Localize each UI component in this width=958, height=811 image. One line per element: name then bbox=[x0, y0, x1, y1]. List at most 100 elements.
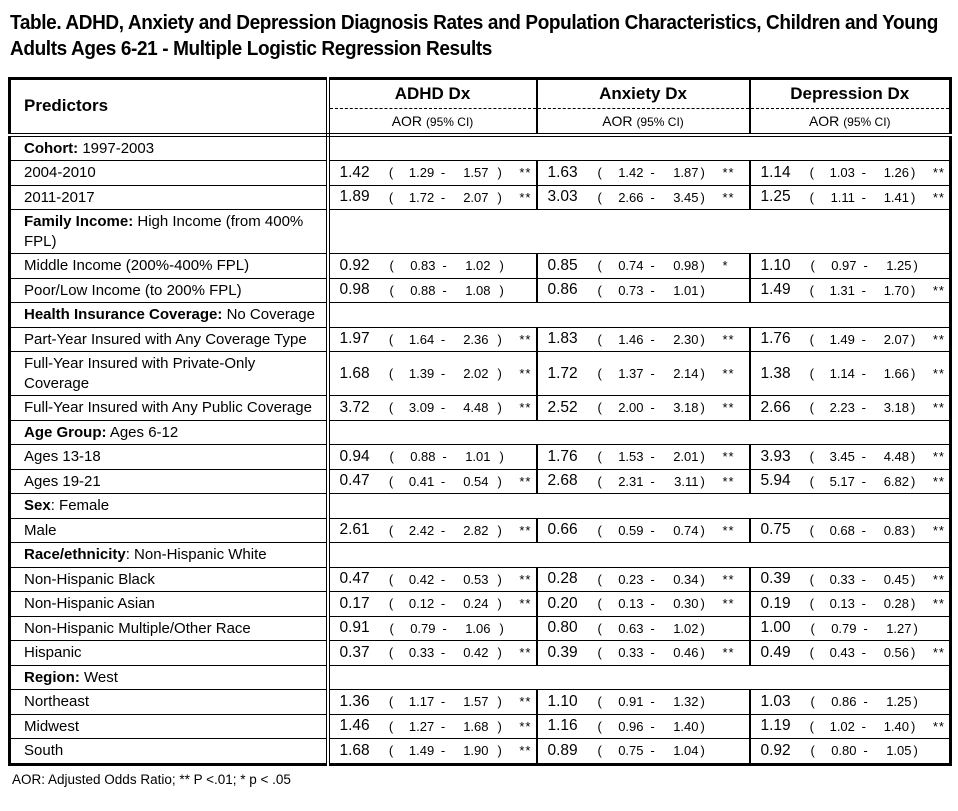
ci-range-dash: - bbox=[650, 165, 655, 181]
ci-open-paren: ( bbox=[597, 694, 602, 710]
ci-close-paren: ) bbox=[497, 366, 502, 381]
predictor-label: Midwest bbox=[24, 717, 80, 735]
ci-upper-bound: 1.06 bbox=[465, 620, 491, 636]
ci-open-paren: ( bbox=[809, 366, 815, 381]
value-cell-adhd-dx: 0.17 (0.12- 0.24) ** bbox=[327, 591, 537, 617]
aor-value: 1.42 bbox=[339, 163, 370, 181]
aor-ci-group: 2.68 (2.31- 3.11) ** bbox=[538, 472, 749, 490]
predictor-label: 2004-2010 bbox=[24, 164, 96, 181]
ci-close-paren: ) bbox=[700, 189, 705, 205]
ci-upper-bound: 0.98 bbox=[673, 258, 699, 274]
subheader-aor-ci-depression: AOR (95% CI) bbox=[748, 108, 951, 137]
category-empty-span-cell bbox=[327, 542, 951, 568]
aor-ci-group: 1.97 (1.64- 2.36) ** bbox=[330, 330, 536, 348]
value-cell-depression-dx: 1.49 (1.31- 1.70) ** bbox=[748, 277, 951, 303]
aor-value: 1.76 bbox=[547, 447, 578, 465]
ci-open-paren: ( bbox=[597, 366, 602, 381]
ci-lower-bound: 1.53 bbox=[618, 449, 644, 465]
ci-range-dash: - bbox=[440, 522, 446, 538]
ci-upper-bound: 3.18 bbox=[673, 400, 699, 416]
ci-upper-bound: 3.45 bbox=[673, 189, 699, 205]
significance-marker: ** bbox=[519, 400, 532, 416]
ci-upper-bound: 1.40 bbox=[883, 718, 909, 734]
aor-ci-group: 0.80 (0.63- 1.02) bbox=[538, 619, 749, 637]
value-cell-anxiety-dx: 1.10 (0.91- 1.32) bbox=[535, 689, 750, 715]
ci-upper-bound: 3.18 bbox=[883, 400, 909, 416]
value-cell-adhd-dx: 2.61 (2.42- 2.82) ** bbox=[327, 517, 537, 543]
predictor-label-cell: Northeast bbox=[9, 689, 330, 715]
ci-upper-bound: 2.07 bbox=[463, 189, 489, 205]
ci-upper-bound: 1.04 bbox=[673, 743, 699, 759]
ci-lower-bound: 1.29 bbox=[408, 165, 435, 181]
aor-ci-group: 3.72 (3.09- 4.48) ** bbox=[330, 399, 536, 417]
data-row: Ages 19-21 0.47(0.41-0.54) ** 2.68(2.31-3.1… bbox=[9, 468, 951, 494]
ci-lower-bound: 1.39 bbox=[408, 366, 435, 381]
significance-marker: ** bbox=[722, 449, 735, 465]
aor-ci-group: 1.83 (1.46- 2.30) ** bbox=[538, 330, 749, 348]
data-row: South 1.68(1.49-1.90) ** 0.89(0.75-1.04) 0.9… bbox=[9, 738, 951, 765]
predictor-label: 2011-2017 bbox=[24, 188, 95, 206]
ci-open-paren: ( bbox=[388, 473, 394, 489]
category-label-cell: Sex: Female bbox=[9, 493, 330, 519]
significance-marker: ** bbox=[519, 473, 532, 489]
ci-open-paren: ( bbox=[809, 282, 815, 298]
ci-upper-bound: 0.46 bbox=[673, 645, 699, 661]
ci-range-dash: - bbox=[442, 620, 447, 636]
aor-value: 0.91 bbox=[339, 619, 370, 637]
ci-close-paren: ) bbox=[700, 718, 705, 734]
ci-range-dash: - bbox=[650, 282, 655, 298]
ci-range-dash: - bbox=[650, 331, 655, 347]
ci-close-paren: ) bbox=[913, 620, 918, 636]
ci-open-paren: ( bbox=[810, 694, 815, 710]
value-cell-adhd-dx: 0.47 (0.41- 0.54) ** bbox=[327, 468, 537, 494]
ci-upper-bound: 2.14 bbox=[673, 366, 699, 381]
ci-close-paren: ) bbox=[497, 473, 502, 489]
aor-ci-group: 1.76 (1.53- 2.01) ** bbox=[538, 448, 749, 466]
page: Table. ADHD, Anxiety and Depression Diag… bbox=[8, 12, 952, 787]
value-cell-anxiety-dx: 0.20 (0.13- 0.30) ** bbox=[535, 591, 750, 617]
aor-ci-group: 2.61 (2.42- 2.82) ** bbox=[330, 521, 536, 539]
ci-range-dash: - bbox=[440, 400, 446, 416]
aor-ci-group: 1.89 (1.72- 2.07) ** bbox=[330, 188, 536, 206]
value-cell-anxiety-dx: 1.16 (0.96- 1.40) bbox=[535, 713, 750, 739]
aor-ci-group: 1.16 (0.96- 1.40) bbox=[538, 717, 749, 735]
ci-open-paren: ( bbox=[389, 258, 394, 274]
value-cell-adhd-dx: 0.94 (0.88- 1.01) bbox=[327, 444, 537, 470]
ci-open-paren: ( bbox=[389, 620, 394, 636]
ci-lower-bound: 0.59 bbox=[618, 522, 644, 538]
category-label-rest: 1997-2003 bbox=[78, 139, 155, 157]
category-empty-span-cell bbox=[327, 493, 951, 519]
ci-lower-bound: 0.33 bbox=[408, 645, 435, 661]
ci-open-paren: ( bbox=[597, 189, 602, 205]
ci-close-paren: ) bbox=[911, 449, 916, 465]
ci-open-paren: ( bbox=[597, 449, 602, 465]
category-label-rest: West bbox=[79, 668, 118, 686]
ci-lower-bound: 0.43 bbox=[829, 645, 855, 661]
ci-lower-bound: 1.49 bbox=[829, 331, 855, 347]
aor-ci-group: 0.47 (0.41- 0.54) ** bbox=[330, 472, 536, 490]
aor-value: 3.93 bbox=[760, 447, 791, 465]
ci-range-dash: - bbox=[650, 645, 655, 661]
aor-ci-group: 1.76 (1.49- 2.07) ** bbox=[751, 330, 950, 348]
significance-marker: ** bbox=[932, 282, 945, 298]
data-row: Midwest 1.46(1.27-1.68) ** 1.16(0.96-1.40) 1… bbox=[9, 713, 951, 739]
value-cell-anxiety-dx: 1.72 (1.37- 2.14) ** bbox=[535, 351, 750, 396]
predictor-label-cell: Ages 19-21 bbox=[9, 468, 330, 494]
ci-range-dash: - bbox=[863, 620, 868, 636]
ci-upper-bound: 0.53 bbox=[463, 571, 489, 587]
ci-open-paren: ( bbox=[597, 331, 602, 347]
ci-lower-bound: 1.42 bbox=[618, 165, 644, 181]
data-row: Hispanic 0.37(0.33-0.42) ** 0.39(0.33-0.46)… bbox=[9, 640, 951, 666]
ci-upper-bound: 1.27 bbox=[886, 620, 912, 636]
aor-ci-group: 0.85 (0.74- 0.98) * bbox=[538, 257, 749, 275]
ci-close-paren: ) bbox=[497, 522, 502, 538]
ci-range-dash: - bbox=[861, 282, 866, 298]
predictor-label: Full-Year Insured with Private-Only Cove… bbox=[24, 355, 256, 392]
ci-lower-bound: 2.66 bbox=[618, 189, 644, 205]
aor-value: 1.72 bbox=[547, 364, 578, 382]
value-cell-depression-dx: 1.25 (1.11- 1.41) ** bbox=[748, 184, 951, 210]
aor-ci-group: 1.03 (0.86- 1.25) bbox=[751, 693, 950, 711]
ci-open-paren: ( bbox=[388, 571, 394, 587]
significance-marker: ** bbox=[519, 743, 532, 759]
ci-lower-bound: 0.23 bbox=[618, 571, 644, 587]
